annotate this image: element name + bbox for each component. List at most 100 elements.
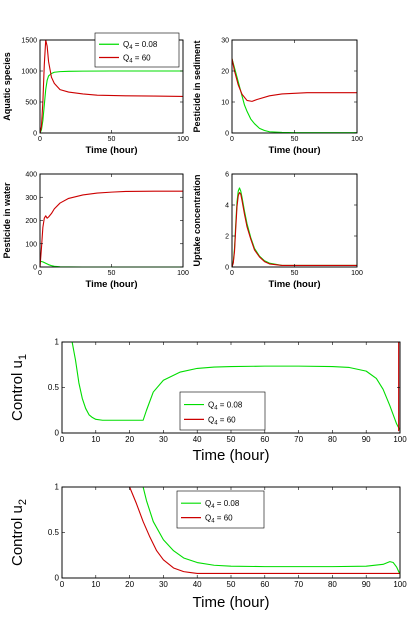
y-axis-label-subscript: 1 — [17, 354, 29, 360]
x-tick-label: 100 — [177, 270, 189, 277]
y-tick-label: 20 — [221, 69, 229, 76]
x-tick-label: 90 — [362, 580, 371, 589]
legend-subscript: 4 — [129, 58, 133, 64]
x-tick-label: 100 — [177, 136, 189, 143]
legend-entry: Q4 = 60 — [123, 53, 151, 64]
legend-suffix: = 60 — [218, 415, 237, 424]
series-line-0 — [142, 486, 401, 575]
chart-p4: 0 50 100 0 2 4 6 Time (hour) Uptake concentratio… — [192, 172, 363, 291]
x-tick-label: 100 — [393, 580, 407, 589]
legend-suffix: = 60 — [215, 514, 234, 523]
legend-subscript: 4 — [214, 420, 218, 426]
x-tick-label: 0 — [38, 136, 42, 143]
x-tick-label: 50 — [108, 136, 116, 143]
legend-entry: Q4 = 60 — [208, 415, 236, 426]
chart-p2: 0 50 100 0 10 20 30 Time (hour) Pesticide in sed… — [192, 38, 363, 157]
y-axis-label: Control u2 — [9, 499, 29, 566]
legend-entry: Q4 = 0.08 — [205, 499, 240, 510]
x-axis-label: Time (hour) — [85, 279, 137, 290]
chart-p3: 0 50 100 0 100 200 300 400 Time (hour) Pesticide … — [2, 172, 189, 291]
series-line-1 — [231, 58, 357, 102]
legend-entry: Q4 = 60 — [205, 514, 233, 525]
plot-frame — [231, 39, 358, 134]
legend-suffix: = 60 — [133, 53, 152, 62]
legend-suffix: = 0.08 — [133, 40, 158, 49]
y-tick-label: 0 — [225, 131, 229, 138]
x-tick-label: 40 — [193, 435, 202, 444]
series-line-0 — [71, 341, 401, 431]
legend-subscript: 4 — [211, 504, 215, 510]
legend: Q4 = 0.08 Q4 = 60 — [176, 490, 265, 529]
y-tick-label: 0 — [55, 574, 60, 583]
x-tick-label: 70 — [294, 435, 303, 444]
legend-entry: Q4 = 0.08 — [208, 401, 243, 412]
x-tick-label: 60 — [260, 580, 269, 589]
series-line-0 — [231, 58, 357, 134]
y-axis-label-subscript: 2 — [17, 499, 29, 505]
x-tick-label: 0 — [230, 270, 234, 277]
chart-p5: 0 10 20 30 40 50 60 70 80 90 100 0 0.5 1 Time (hour) Co… — [9, 338, 407, 465]
y-tick-label: 10 — [221, 100, 229, 107]
x-tick-label: 60 — [260, 435, 269, 444]
y-axis-label: Uptake concentration — [192, 174, 202, 266]
y-tick-label: 1500 — [21, 38, 37, 45]
y-tick-label: 0 — [55, 429, 60, 438]
y-tick-label: 0 — [33, 131, 37, 138]
x-tick-label: 50 — [227, 580, 236, 589]
x-tick-label: 90 — [362, 435, 371, 444]
chart-p6: 0 10 20 30 40 50 60 70 80 90 100 0 0.5 1 Time (hour) Co… — [9, 483, 407, 612]
x-tick-label: 10 — [91, 580, 100, 589]
x-tick-label: 40 — [193, 580, 202, 589]
legend: Q4 = 0.08 Q4 = 60 — [94, 32, 180, 68]
x-axis-label: Time (hour) — [268, 145, 320, 156]
series-group — [231, 58, 357, 134]
x-tick-label: 0 — [38, 270, 42, 277]
x-tick-label: 100 — [351, 136, 363, 143]
y-axis-label: Aquatic species — [2, 52, 12, 121]
series-line-1 — [231, 192, 357, 268]
x-tick-label: 20 — [125, 580, 134, 589]
legend-box — [94, 32, 180, 68]
y-axis-label: Control u1 — [9, 354, 29, 421]
x-tick-label: 80 — [328, 580, 337, 589]
legend-suffix: = 0.08 — [218, 401, 243, 410]
x-tick-label: 50 — [291, 136, 299, 143]
series-group — [71, 341, 401, 432]
legend-suffix: = 0.08 — [215, 499, 240, 508]
x-tick-label: 100 — [393, 435, 407, 444]
y-tick-label: 30 — [221, 38, 229, 45]
y-tick-label: 2 — [225, 234, 229, 241]
series-group — [39, 39, 184, 134]
x-tick-label: 50 — [108, 270, 116, 277]
x-tick-label: 20 — [125, 435, 134, 444]
series-line-1 — [39, 190, 183, 268]
x-tick-label: 50 — [227, 435, 236, 444]
x-tick-label: 80 — [328, 435, 337, 444]
x-tick-label: 30 — [159, 435, 168, 444]
legend-box — [179, 391, 266, 431]
y-tick-label: 0.5 — [48, 383, 60, 392]
y-tick-label: 100 — [25, 241, 37, 248]
x-tick-label: 100 — [351, 270, 363, 277]
y-tick-label: 400 — [25, 172, 37, 179]
y-tick-label: 200 — [25, 218, 37, 225]
y-tick-label: 500 — [25, 100, 37, 107]
x-tick-label: 50 — [291, 270, 299, 277]
series-line-0 — [39, 70, 183, 134]
series-line-1 — [129, 486, 400, 575]
plot-frame — [39, 173, 184, 268]
y-tick-label: 1 — [55, 483, 60, 492]
x-axis-label: Time (hour) — [85, 145, 137, 156]
x-tick-label: 0 — [60, 435, 65, 444]
legend: Q4 = 0.08 Q4 = 60 — [179, 391, 266, 431]
x-tick-label: 0 — [230, 136, 234, 143]
x-axis-label: Time (hour) — [193, 594, 270, 611]
y-tick-label: 1000 — [21, 69, 37, 76]
y-axis-label: Pesticide in sediment — [192, 40, 202, 132]
plot-frame — [231, 173, 358, 268]
legend-subscript: 4 — [129, 45, 133, 51]
x-axis-label: Time (hour) — [193, 447, 270, 464]
y-tick-label: 0 — [33, 265, 37, 272]
x-axis-label: Time (hour) — [268, 279, 320, 290]
